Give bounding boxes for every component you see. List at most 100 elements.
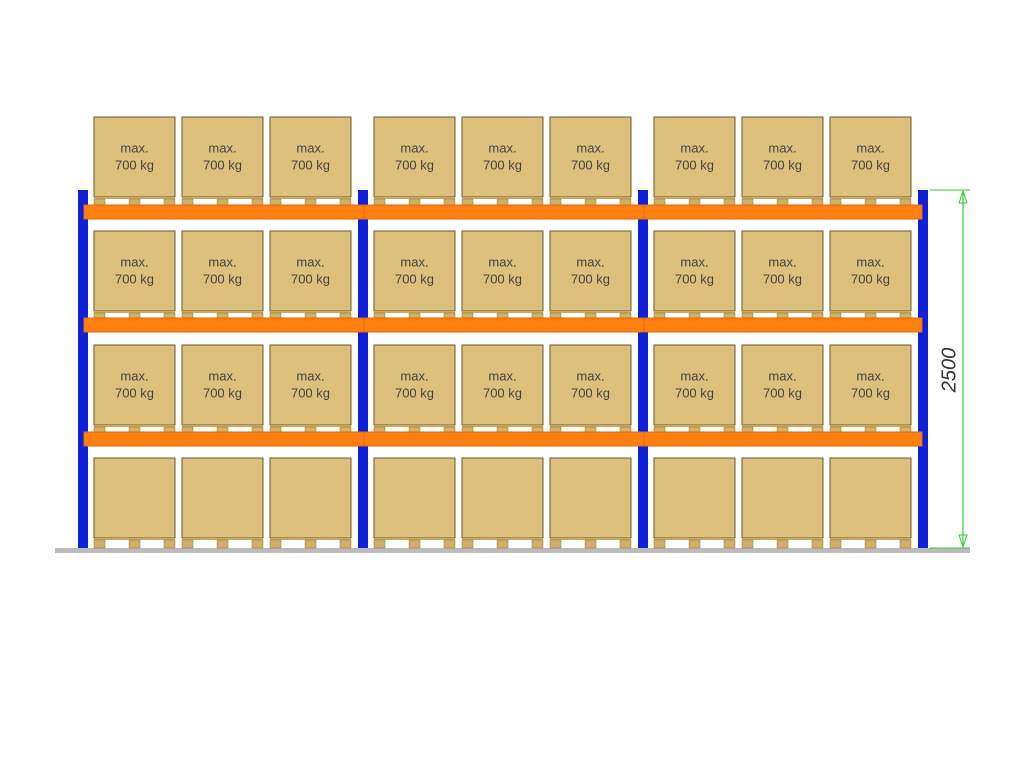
dimension-label: 2500 [938, 348, 960, 394]
pallet-block [216, 539, 229, 549]
box-label: 700 kg [483, 157, 522, 172]
beam [643, 204, 923, 220]
box [741, 457, 824, 539]
box [829, 116, 912, 198]
pallet-block [584, 539, 597, 549]
pallet-block [461, 539, 474, 549]
box [829, 457, 912, 539]
box [93, 344, 176, 426]
pallet-board [462, 311, 543, 313]
pallet-block [269, 539, 282, 549]
box-label: 700 kg [291, 157, 330, 172]
pallet-block [408, 539, 421, 549]
box [181, 230, 264, 312]
pallet-board [830, 538, 911, 540]
pallet-block [163, 539, 176, 549]
box-label: 700 kg [675, 271, 714, 286]
pallet-board [830, 311, 911, 313]
pallet-board [374, 311, 455, 313]
pallet-board [742, 311, 823, 313]
box-label: 700 kg [851, 271, 890, 286]
pallet-block [619, 539, 632, 549]
pallet-board [374, 538, 455, 540]
box [181, 457, 264, 539]
box [93, 457, 176, 539]
pallet-block [653, 539, 666, 549]
box-label: max. [576, 254, 604, 269]
pallet-board [374, 425, 455, 427]
beam [83, 204, 365, 220]
pallet-block [251, 539, 264, 549]
pallet-board [182, 311, 263, 313]
box-label: max. [120, 140, 148, 155]
box-label: 700 kg [115, 157, 154, 172]
beam [643, 317, 923, 333]
box-label: max. [680, 140, 708, 155]
box-label: max. [400, 140, 428, 155]
pallet-block [339, 539, 352, 549]
pallet-board [182, 538, 263, 540]
box [181, 344, 264, 426]
box-label: 700 kg [571, 385, 610, 400]
upright [78, 190, 88, 548]
pallet-board [462, 197, 543, 199]
box-label: max. [856, 140, 884, 155]
pallet-board [654, 538, 735, 540]
pallet-block [688, 539, 701, 549]
pallet-board [550, 538, 631, 540]
box-label: 700 kg [115, 385, 154, 400]
box-label: max. [768, 254, 796, 269]
box [549, 457, 632, 539]
beam [83, 431, 365, 447]
pallet-board [830, 197, 911, 199]
beam [363, 204, 645, 220]
box-label: 700 kg [203, 385, 242, 400]
box-label: max. [576, 368, 604, 383]
box-label: max. [296, 254, 324, 269]
box-label: 700 kg [203, 271, 242, 286]
box [373, 344, 456, 426]
beam [643, 431, 923, 447]
box-label: max. [680, 368, 708, 383]
box-label: 700 kg [571, 157, 610, 172]
box-label: max. [488, 140, 516, 155]
box-label: max. [488, 368, 516, 383]
box-label: 700 kg [395, 157, 434, 172]
box-label: 700 kg [763, 157, 802, 172]
box [461, 116, 544, 198]
box-label: 700 kg [763, 271, 802, 286]
box-label: max. [208, 254, 236, 269]
pallet-block [549, 539, 562, 549]
pallet-board [94, 197, 175, 199]
dimension: 2500 [930, 189, 970, 549]
pallet-block [531, 539, 544, 549]
box-label: 700 kg [851, 157, 890, 172]
box [269, 457, 352, 539]
box-label: 700 kg [395, 385, 434, 400]
box-label: max. [856, 368, 884, 383]
box [93, 230, 176, 312]
beam [363, 431, 645, 447]
box [461, 344, 544, 426]
pallet-board [742, 425, 823, 427]
pallet-board [550, 197, 631, 199]
box [549, 230, 632, 312]
pallet-block [829, 539, 842, 549]
box [741, 230, 824, 312]
box-label: max. [208, 368, 236, 383]
box-label: max. [120, 368, 148, 383]
box [373, 230, 456, 312]
box [653, 230, 736, 312]
pallet-board [462, 425, 543, 427]
box-label: max. [768, 140, 796, 155]
box-label: 700 kg [763, 385, 802, 400]
pallet-board [94, 311, 175, 313]
box-label: max. [856, 254, 884, 269]
box-label: max. [488, 254, 516, 269]
pallet-board [270, 425, 351, 427]
box [549, 116, 632, 198]
box-label: max. [680, 254, 708, 269]
pallet-board [462, 538, 543, 540]
ground [55, 548, 970, 553]
